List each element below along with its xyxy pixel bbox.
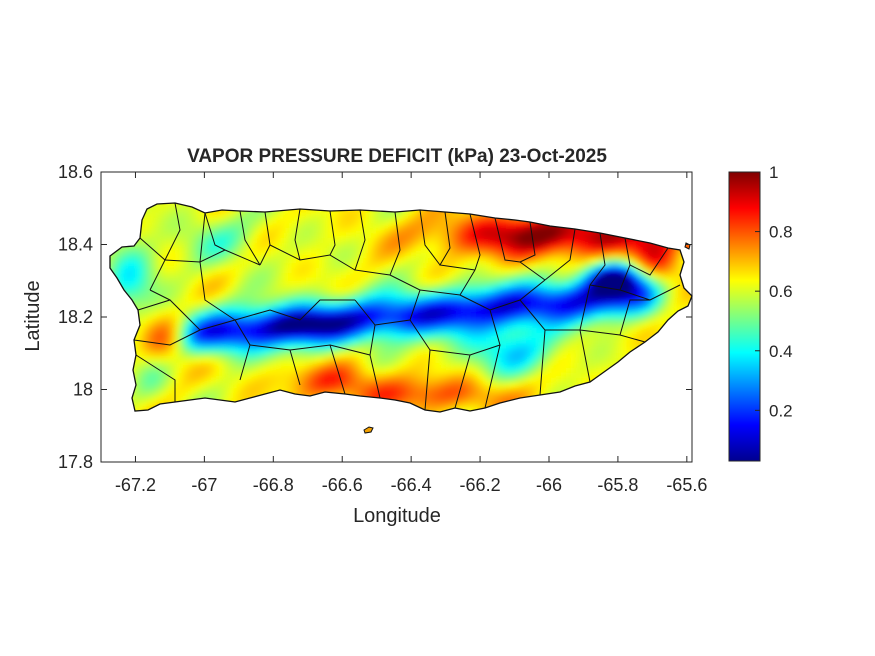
x-tick-label: -66.6 [322,475,363,495]
colorbar-tick-label: 0.4 [769,342,793,361]
small-island [363,426,374,434]
x-tick-label: -66 [536,475,562,495]
municipality-line [259,244,271,266]
island-coastline [109,202,693,413]
municipality-line [299,299,355,321]
y-tick-label: 18.6 [58,162,93,182]
municipality-line [439,211,476,271]
municipality-line [204,212,261,266]
municipality-line [264,211,331,261]
municipality-line [199,319,251,381]
municipality-line [294,208,301,261]
municipality-line [199,261,236,321]
x-tick-label: -66.2 [460,475,501,495]
colorbar-tick-label: 0.2 [769,401,793,420]
x-tick-label: -66.8 [253,475,294,495]
colorbar [728,171,761,462]
y-axis-label: Latitude [22,280,44,351]
municipality-line [624,237,669,276]
municipality-line [234,309,301,321]
municipality-line [239,210,261,266]
colorbar-tick-label: 0.6 [769,282,793,301]
municipality-line [199,212,206,263]
colorbar-tick-label: 0.8 [769,223,793,242]
municipality-line [419,209,441,266]
municipality-line [354,299,381,399]
municipality-line [164,203,181,261]
y-tick-label: 18 [73,380,93,400]
municipality-line [589,284,621,291]
municipality-line [544,228,576,281]
municipality-line [149,289,171,301]
municipality-line [579,329,591,383]
y-axis: 18.6 18.4 18.2 18 17.8 [58,162,692,472]
municipality-line [374,274,421,326]
municipality-boundaries [133,203,681,411]
municipality-line [619,284,681,336]
municipality-line [329,210,356,271]
municipality-line [494,217,521,263]
municipality-line [135,354,176,402]
x-tick-label: -67 [191,475,217,495]
x-tick-label: -67.2 [115,475,156,495]
x-tick-label: -65.6 [666,475,707,495]
municipality-line [519,221,546,281]
x-tick-label: -65.8 [597,475,638,495]
municipality-line [389,211,401,276]
y-tick-label: 18.4 [58,235,93,255]
municipality-line [469,213,481,271]
colorbar-tick-label: 1 [769,163,778,182]
x-tick-label: -66.4 [391,475,432,495]
municipality-line [469,344,501,356]
y-tick-label: 17.8 [58,452,93,472]
chart-title: VAPOR PRESSURE DEFICIT (kPa) 23-Oct-2025 [187,146,607,167]
y-tick-label: 18.2 [58,307,93,327]
municipality-line [329,344,371,356]
municipality-line [459,279,546,311]
x-axis: -67.2 -67 -66.8 -66.6 -66.4 -66.2 -66 -65.8 -65.… [115,172,707,495]
municipality-line [354,209,391,276]
x-axis-label: Longitude [353,505,441,527]
municipality-line [589,232,606,286]
municipality-line [133,329,201,346]
colorbar-axis: 1 0.8 0.6 0.4 0.2 [755,163,793,420]
